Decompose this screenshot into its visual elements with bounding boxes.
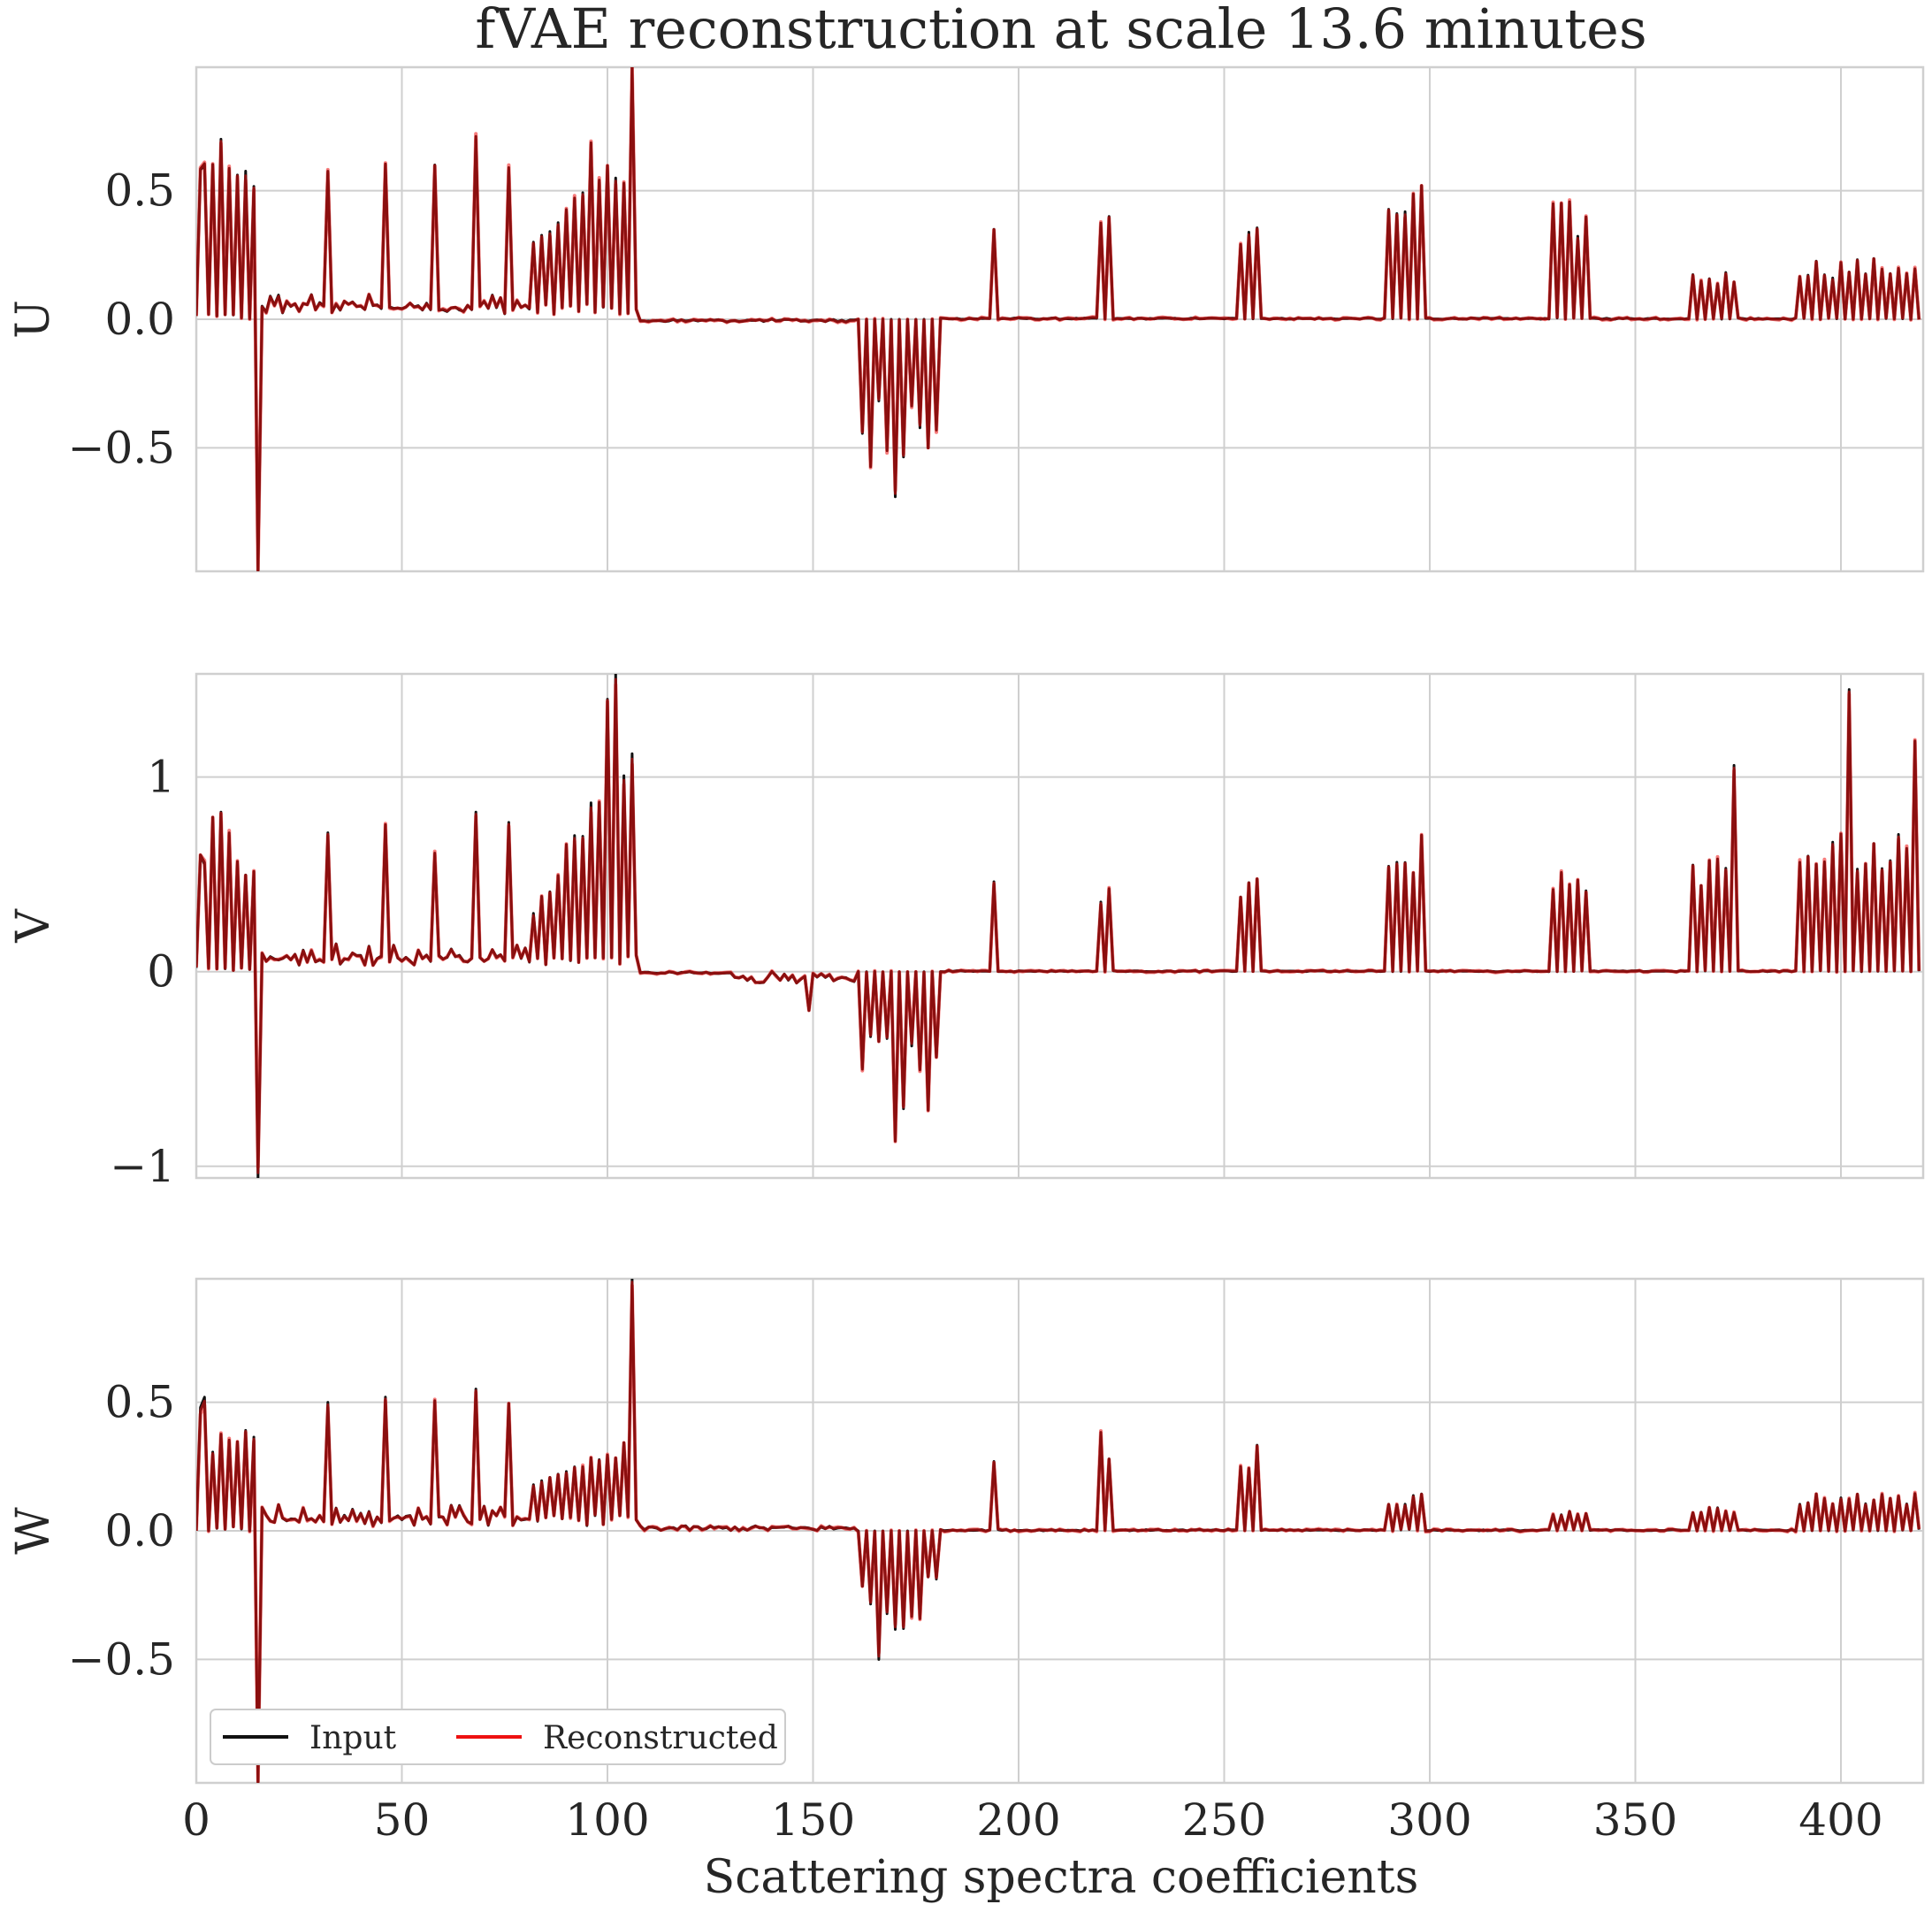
panel-v: −1 0 1 V: [7, 672, 1925, 1192]
series-overlap-line: [196, 1281, 1921, 1783]
series-overlap-line: [196, 677, 1921, 1174]
series-reconstructed-line: [196, 683, 1921, 1170]
series-input-line: [196, 674, 1921, 1178]
y-tick-label: 0.0: [104, 294, 175, 345]
y-tick-label: −1: [110, 1141, 175, 1192]
x-tick-label: 0: [182, 1794, 210, 1846]
x-tick-label: 200: [976, 1794, 1060, 1846]
y-axis-label: U: [7, 300, 60, 339]
panel-w: −0.5 0.0 0.5 W: [7, 1277, 1925, 1785]
legend-reconstructed-label: Reconstructed: [543, 1720, 778, 1756]
chart-title: fVAE reconstruction at scale 13.6 minute…: [475, 0, 1646, 61]
x-tick-label: 150: [771, 1794, 855, 1846]
x-tick-label: 300: [1387, 1794, 1471, 1846]
series-overlap-line: [196, 67, 1921, 571]
y-tick-label: 0: [147, 946, 175, 998]
y-tick-label: 0.5: [104, 165, 175, 217]
x-axis-label: Scattering spectra coefficients: [704, 1851, 1419, 1904]
x-tick-label: 250: [1182, 1794, 1266, 1846]
series-reconstructed-line: [196, 1283, 1921, 1783]
y-tick-label: 0.0: [104, 1505, 175, 1556]
axes-frame: [195, 1277, 1925, 1785]
y-axis-label: W: [7, 1507, 60, 1555]
x-tick-label: 50: [374, 1794, 431, 1846]
y-tick-label: −0.5: [68, 1633, 175, 1685]
y-axis-label: V: [7, 908, 60, 944]
legend: Input Reconstructed: [210, 1709, 786, 1765]
legend-input-label: Input: [309, 1720, 397, 1756]
y-tick-label: −0.5: [68, 422, 175, 473]
x-tick-label: 350: [1593, 1794, 1677, 1846]
y-tick-label: 0.5: [104, 1377, 175, 1428]
axes-frame: [195, 65, 1925, 573]
x-tick-label: 400: [1798, 1794, 1882, 1846]
x-axis-ticks: 0 50 100 150 200 250 300 350 400: [182, 1794, 1883, 1846]
y-tick-label: 1: [147, 752, 175, 803]
x-tick-label: 100: [565, 1794, 649, 1846]
axes-frame: [195, 672, 1925, 1180]
panel-u: −0.5 0.0 0.5 U: [7, 65, 1925, 573]
